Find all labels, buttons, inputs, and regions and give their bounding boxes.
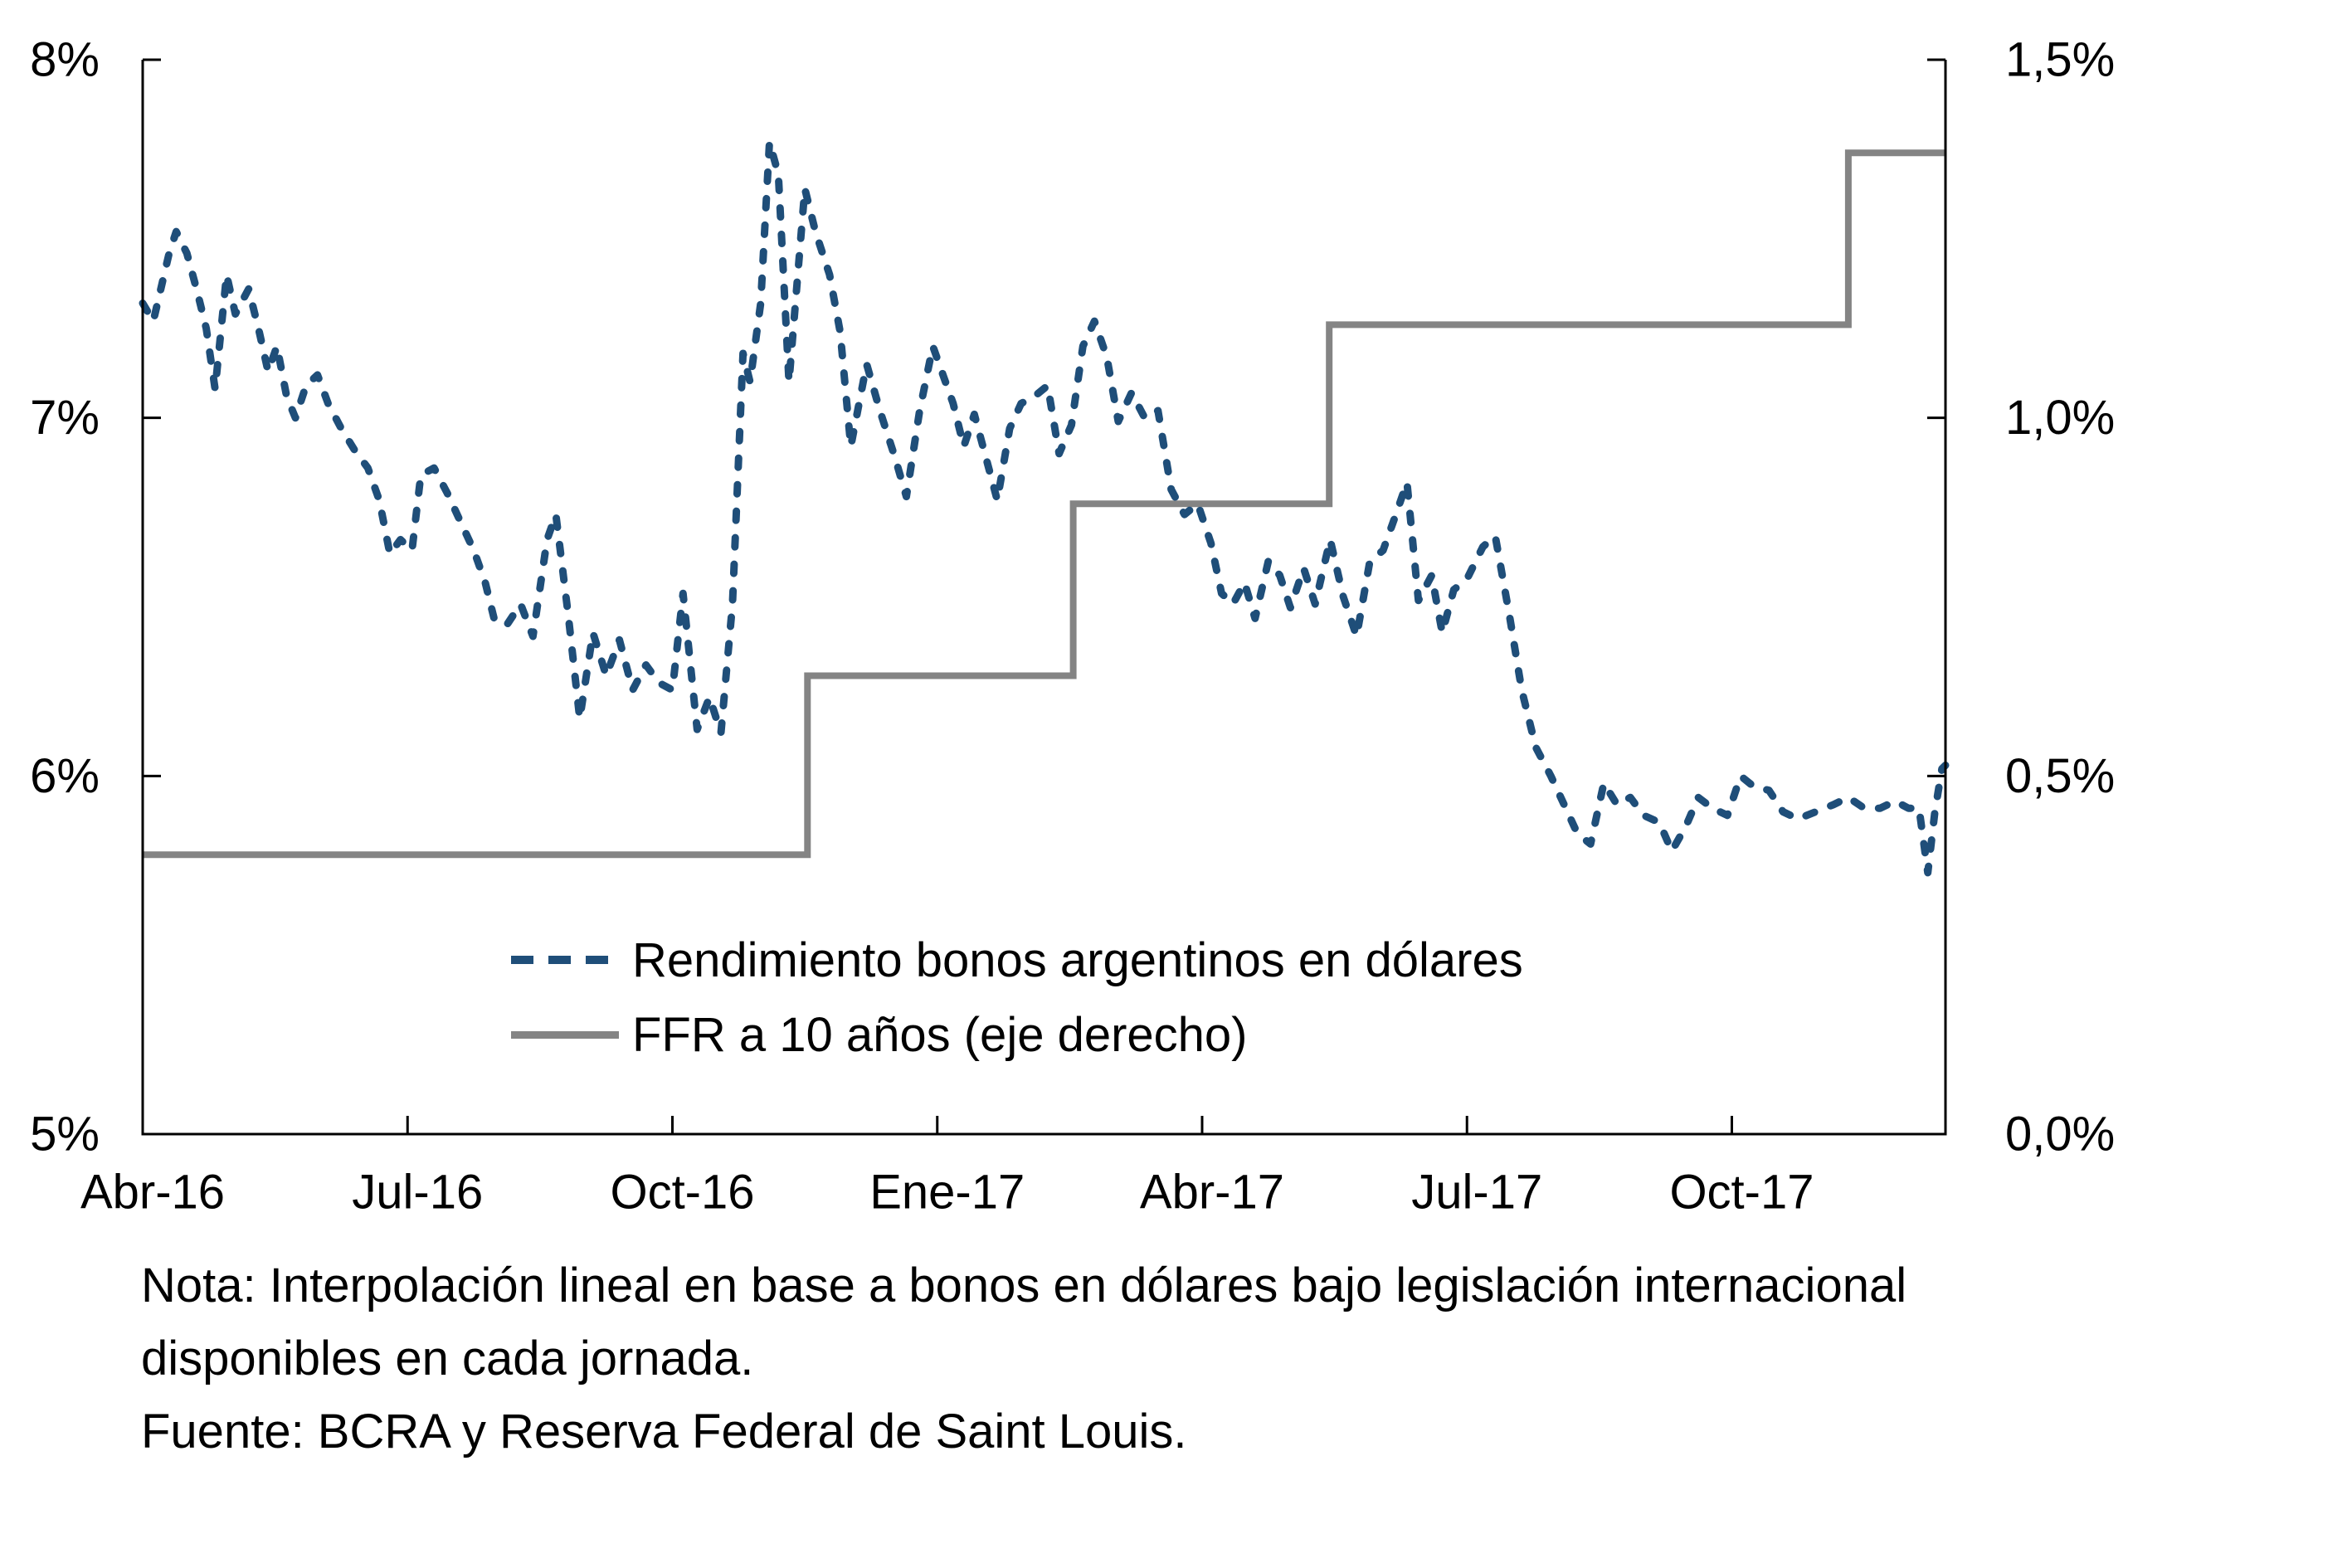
y-axis-left-tick-label: 8% bbox=[30, 33, 100, 87]
x-axis-tick-label: Jul-17 bbox=[1411, 1166, 1542, 1220]
legend-item-ffr: FFR a 10 años (eje derecho) bbox=[511, 997, 1523, 1072]
x-axis-tick-label: Abr-17 bbox=[1140, 1166, 1284, 1220]
solid-line-sample-icon bbox=[511, 1030, 619, 1039]
note-line-3: Fuente: BCRA y Reserva Federal de Saint … bbox=[141, 1405, 1187, 1458]
chart-notes: Nota: Interpolación lineal en base a bon… bbox=[141, 1249, 1906, 1468]
y-axis-right-tick-label: 0,5% bbox=[2005, 749, 2115, 803]
legend: Rendimiento bonos argentinos en dólares … bbox=[511, 923, 1523, 1072]
x-axis-tick-label: Abr-16 bbox=[80, 1166, 225, 1220]
y-axis-left-tick-label: 7% bbox=[30, 391, 100, 445]
x-axis-tick-label: Oct-16 bbox=[610, 1166, 754, 1220]
y-axis-right-tick-label: 1,5% bbox=[2005, 33, 2115, 87]
y-axis-left-tick-label: 5% bbox=[30, 1108, 100, 1161]
bond-yield-dashed-line bbox=[139, 138, 1950, 877]
legend-label-bond-yield: Rendimiento bonos argentinos en dólares bbox=[632, 933, 1523, 987]
y-axis-left-tick-label: 6% bbox=[30, 749, 100, 803]
note-line-2: disponibles en cada jornada. bbox=[141, 1332, 754, 1385]
note-line-1: Nota: Interpolación lineal en base a bon… bbox=[141, 1259, 1907, 1312]
y-axis-right-tick-label: 0,0% bbox=[2005, 1108, 2115, 1161]
x-axis-tick-label: Ene-17 bbox=[869, 1166, 1025, 1220]
x-axis-tick-label: Jul-16 bbox=[352, 1166, 483, 1220]
legend-label-ffr: FFR a 10 años (eje derecho) bbox=[632, 1007, 1248, 1062]
legend-item-bond-yield: Rendimiento bonos argentinos en dólares bbox=[511, 923, 1523, 997]
x-axis-tick-label: Oct-17 bbox=[1669, 1166, 1814, 1220]
dashed-line-sample-icon bbox=[511, 956, 619, 964]
y-axis-right-tick-label: 1,0% bbox=[2005, 391, 2115, 445]
ffr-step-line bbox=[143, 149, 1945, 859]
